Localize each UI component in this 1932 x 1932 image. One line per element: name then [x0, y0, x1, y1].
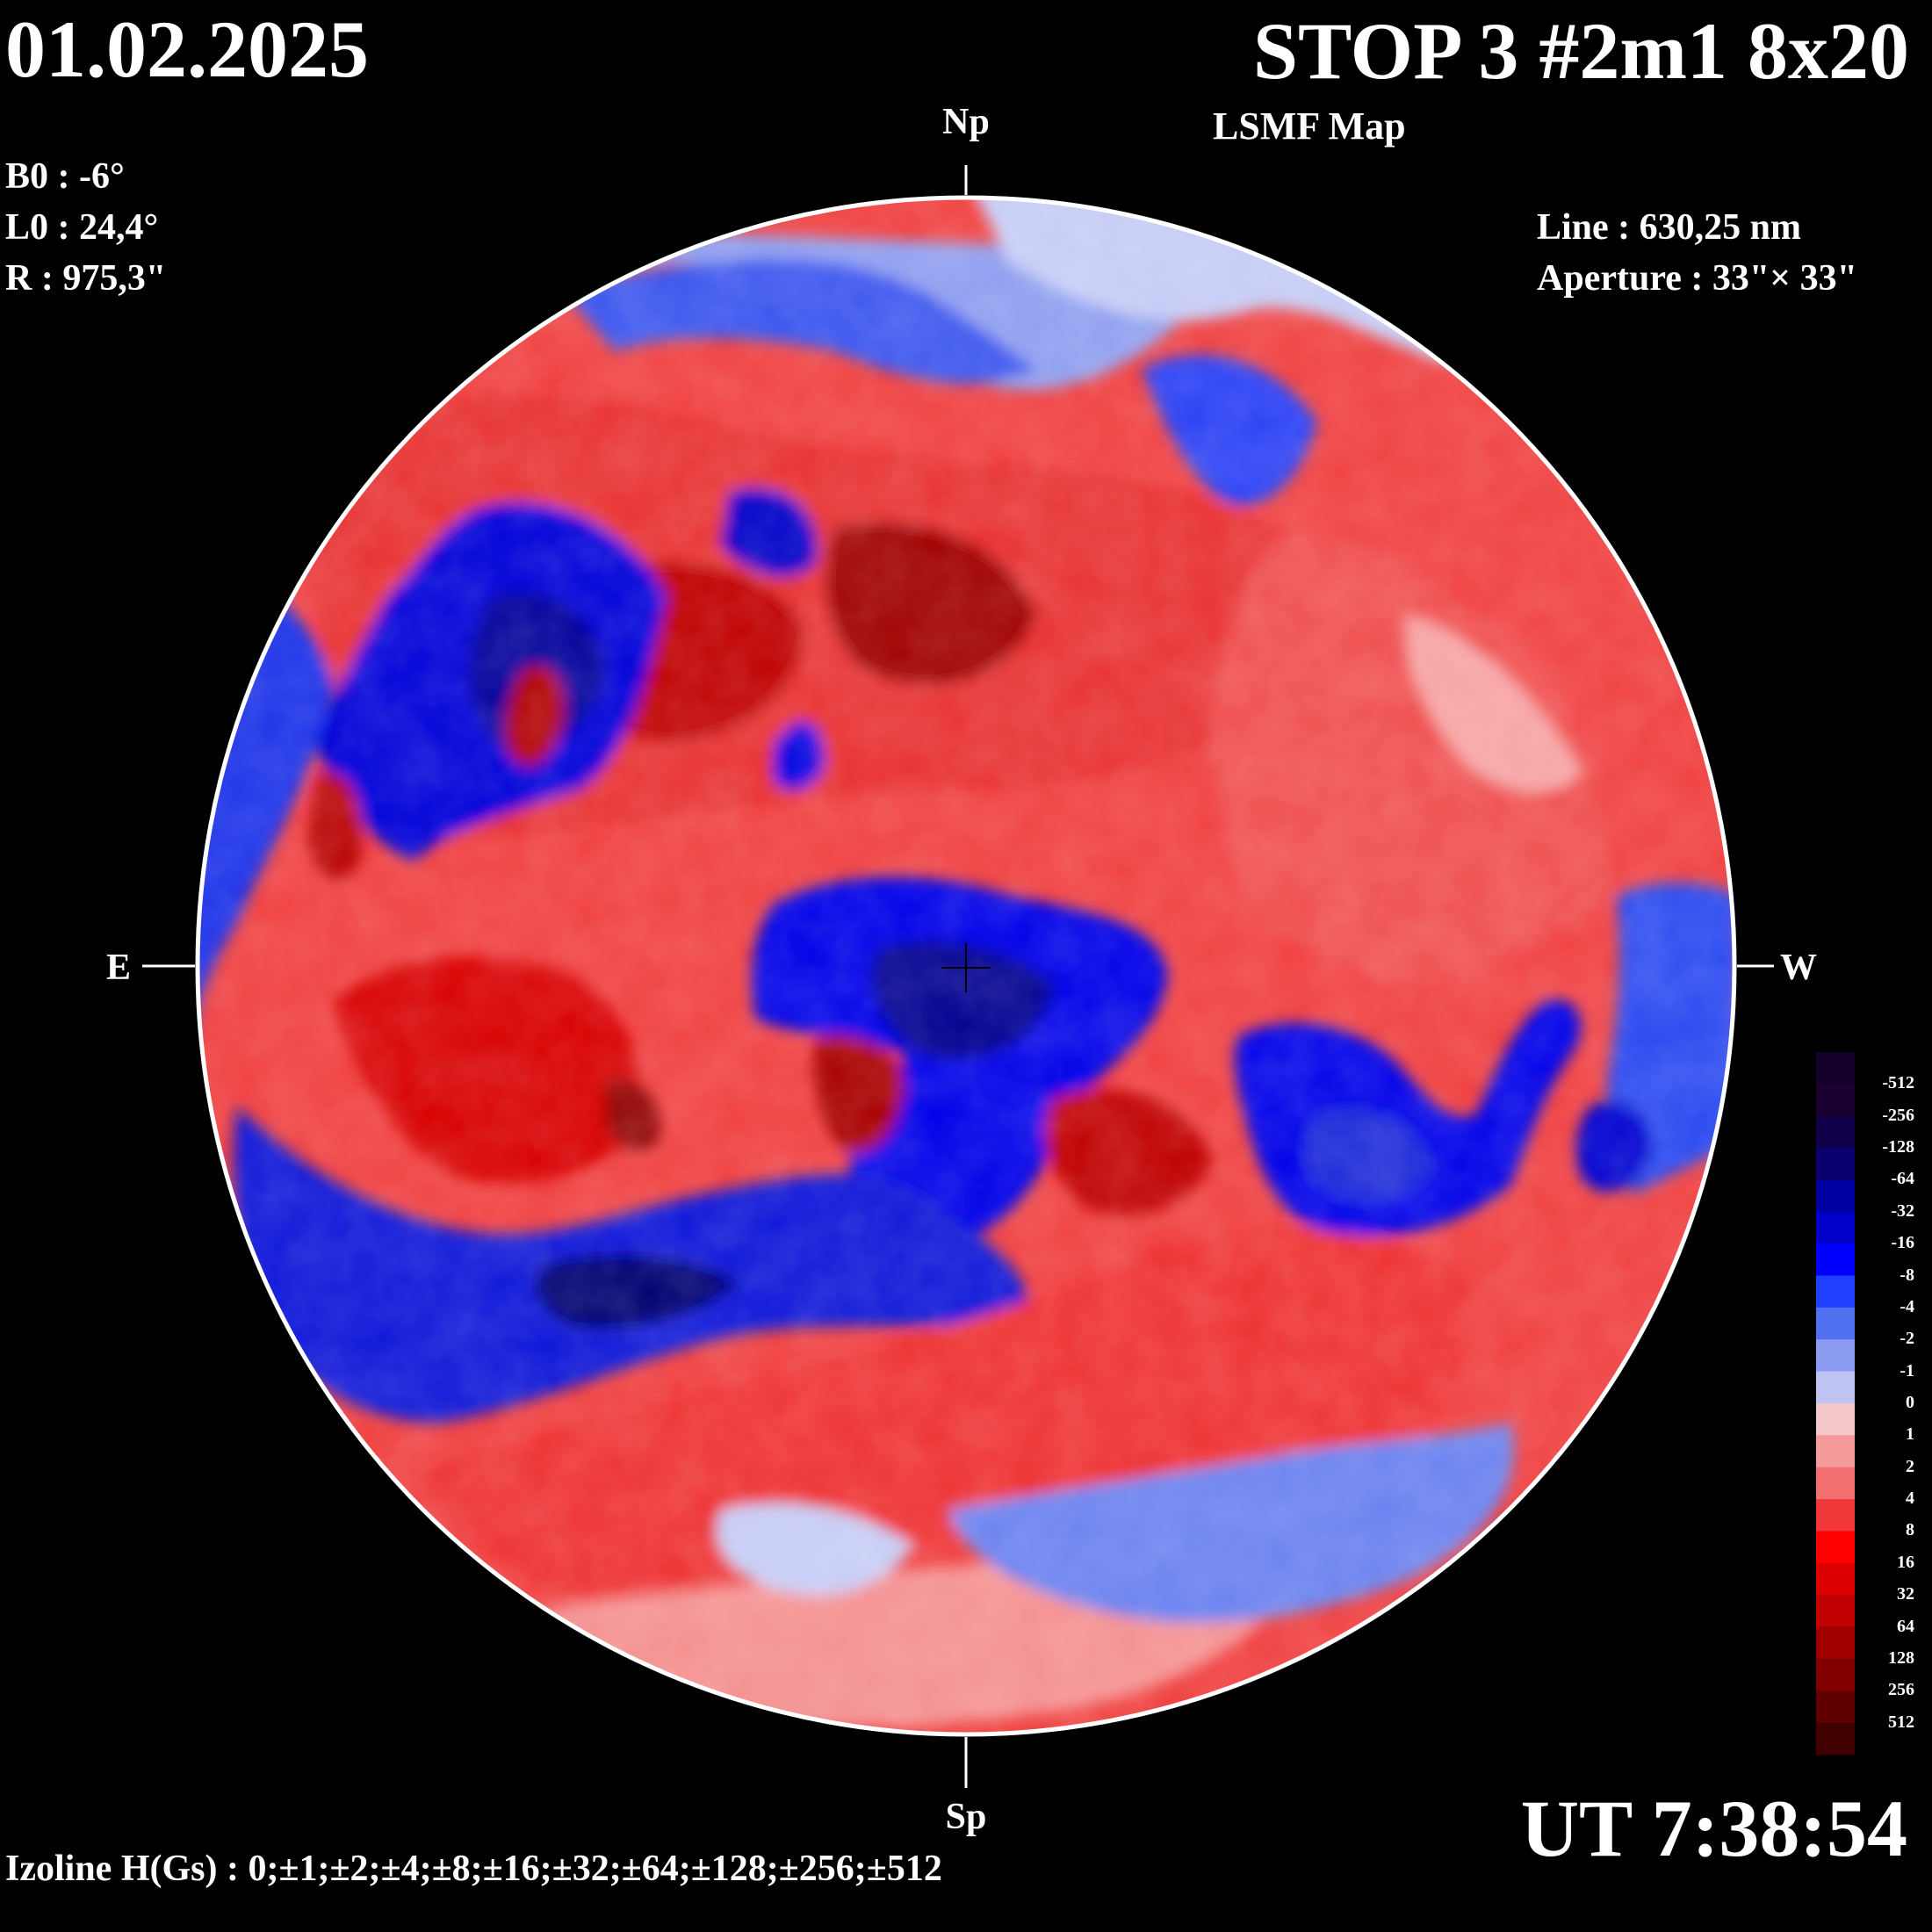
legend-tick-label: 1: [1906, 1424, 1914, 1445]
b0-value: B0 : -6°: [5, 156, 125, 197]
legend-swatch: [1816, 1084, 1855, 1117]
legend-tick-label: 8: [1906, 1520, 1914, 1540]
legend-tick-label: 2: [1906, 1456, 1914, 1476]
legend-tick-label: -64: [1891, 1169, 1914, 1189]
legend-swatch: [1816, 1467, 1855, 1500]
legend-tick-label: 256: [1888, 1680, 1914, 1700]
legend-tick-label: 64: [1897, 1616, 1914, 1636]
legend-swatch: [1816, 1275, 1855, 1308]
legend-swatch: [1816, 1690, 1855, 1724]
aperture-value: Aperture : 33"× 33": [1537, 258, 1857, 299]
legend-swatch: [1816, 1531, 1855, 1564]
legend-swatch: [1816, 1211, 1855, 1244]
disk-parameters: B0 : -6° L0 : 24,4° R : 975,3": [5, 151, 166, 304]
legend-colorbar: [1816, 1052, 1855, 1755]
disk-limb: [195, 195, 1737, 1737]
legend-swatch-cap: [1816, 1052, 1855, 1085]
observation-date: 01.02.2025: [5, 4, 369, 94]
legend-tick-label: 0: [1906, 1393, 1914, 1412]
map-subtitle: LSMF Map: [1213, 105, 1406, 148]
east-label: E: [106, 948, 131, 988]
instrument-info: Line : 630,25 nm Aperture : 33"× 33": [1537, 202, 1857, 304]
legend-swatch: [1816, 1722, 1855, 1755]
legend-swatch: [1816, 1595, 1855, 1628]
legend-labels: -512 -256 -128 -64 -32 -16 -8 -4 -2 -1 0 1 2 4 8 16 32 64…: [1853, 1052, 1914, 1755]
south-label: Sp: [946, 1797, 987, 1837]
legend-tick-label: -512: [1882, 1073, 1914, 1093]
legend-tick-label: -8: [1900, 1265, 1914, 1285]
legend-swatch: [1816, 1148, 1855, 1180]
radius-value: R : 975,3": [5, 258, 167, 299]
legend-swatch: [1816, 1371, 1855, 1404]
legend-tick-label: -4: [1900, 1296, 1914, 1316]
izoline-levels: Izoline H(Gs) : 0;±1;±2;±4;±8;±16;±32;±6…: [5, 1849, 942, 1889]
legend-tick-label: -128: [1882, 1137, 1914, 1157]
legend-swatch: [1816, 1179, 1855, 1213]
legend-tick-label: -1: [1900, 1360, 1914, 1381]
legend-swatch: [1816, 1339, 1855, 1373]
map-title: STOP 3 #2m1 8x20: [1252, 6, 1909, 96]
legend-tick-label: 512: [1888, 1712, 1914, 1732]
legend-swatch: [1816, 1307, 1855, 1340]
legend-swatch: [1816, 1658, 1855, 1691]
ut-time: UT 7:38:54: [1520, 1784, 1907, 1873]
legend-tick-label: -16: [1891, 1233, 1914, 1253]
legend-tick-label: -2: [1900, 1329, 1914, 1349]
legend-swatch: [1816, 1115, 1855, 1149]
legend-swatch: [1816, 1499, 1855, 1532]
legend-swatch: [1816, 1435, 1855, 1468]
legend-swatch: [1816, 1626, 1855, 1660]
legend-tick-label: 128: [1888, 1647, 1914, 1668]
legend-tick-label: -256: [1882, 1105, 1914, 1125]
north-label: Np: [942, 102, 990, 142]
legend-tick-label: -32: [1891, 1200, 1914, 1221]
line-value: Line : 630,25 nm: [1537, 207, 1802, 248]
legend-swatch: [1816, 1403, 1855, 1436]
legend-tick-label: 4: [1906, 1489, 1914, 1509]
l0-value: L0 : 24,4°: [5, 207, 159, 248]
legend-swatch: [1816, 1244, 1855, 1277]
legend-tick-label: 16: [1897, 1552, 1914, 1572]
solar-disk: [198, 198, 1734, 1734]
west-label: W: [1780, 948, 1817, 988]
legend-tick-label: 32: [1897, 1584, 1914, 1604]
legend-swatch: [1816, 1562, 1855, 1596]
